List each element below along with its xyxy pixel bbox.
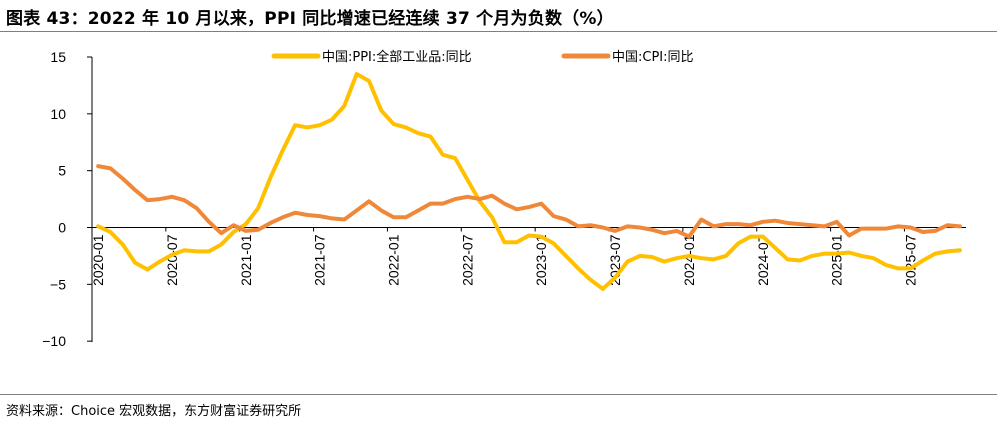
x-tick-label: 2022-01 — [385, 234, 401, 286]
x-tick-label: 2020-01 — [90, 234, 106, 286]
source-note: 资料来源：Choice 宏观数据，东方财富证券研究所 — [6, 404, 302, 419]
chart-title: 图表 43：2022 年 10 月以来，PPI 同比增速已经连续 37 个月为负… — [6, 9, 614, 29]
y-tick-label: −10 — [42, 333, 66, 349]
title-divider — [0, 31, 997, 32]
legend-label-cpi: 中国:CPI:同比 — [612, 50, 694, 65]
x-tick-label: 2025-07 — [903, 234, 919, 286]
y-tick-label: 5 — [58, 163, 66, 179]
x-tick-label: 2024-01 — [681, 234, 697, 286]
x-tick-label: 2021-07 — [312, 234, 328, 286]
x-tick-label: 2021-01 — [238, 234, 254, 286]
y-tick-label: 10 — [50, 106, 66, 122]
x-tick-label: 2024-07 — [755, 234, 771, 286]
y-tick-label: 0 — [58, 220, 66, 236]
series-line-cpi — [96, 164, 962, 239]
series-line-ppi — [96, 72, 962, 291]
x-tick-label: 2023-01 — [533, 234, 549, 286]
line-chart: 中国:PPI:全部工业品:同比 中国:CPI:同比 15 10 5 0 −5 −10 202… — [42, 49, 966, 349]
source-divider — [0, 394, 997, 395]
x-tick-label: 2020-07 — [164, 234, 180, 286]
x-tick-label: 2022-07 — [459, 234, 475, 286]
legend-label-ppi: 中国:PPI:全部工业品:同比 — [322, 49, 472, 65]
series-group — [96, 72, 962, 291]
y-tick-label: 15 — [50, 49, 66, 65]
legend: 中国:PPI:全部工业品:同比 中国:CPI:同比 — [271, 49, 694, 65]
y-tick-label: −5 — [50, 276, 66, 292]
x-tick-label: 2025-01 — [829, 234, 845, 286]
